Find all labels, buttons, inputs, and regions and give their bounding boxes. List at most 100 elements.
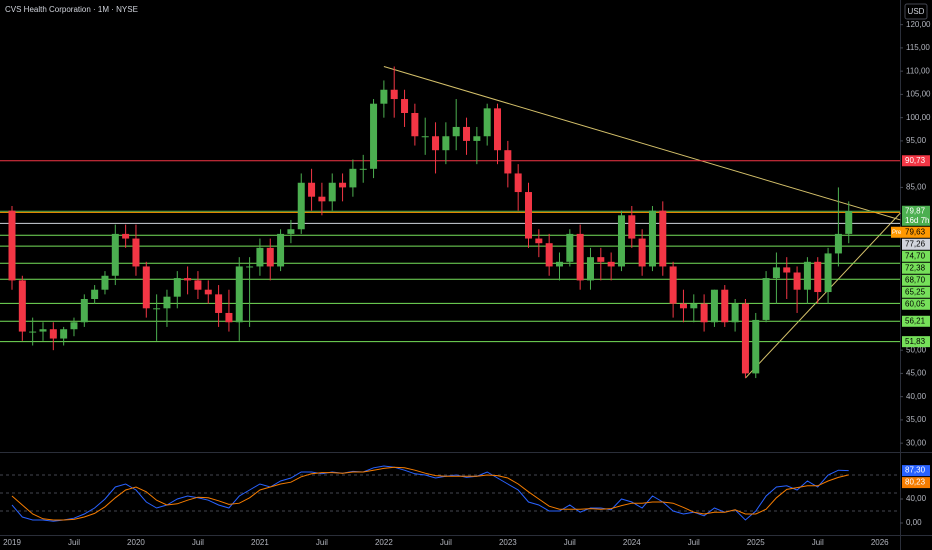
x-tick-label: Juil — [316, 538, 328, 547]
candle-body — [824, 253, 832, 293]
level-label-text: 56,21 — [905, 316, 926, 325]
candle-body — [8, 210, 16, 281]
candle-body — [525, 192, 532, 239]
candle-body — [803, 261, 811, 290]
candle-body — [566, 233, 574, 262]
candle-body — [432, 136, 440, 151]
candle-body — [783, 267, 791, 273]
y-tick-label: 120,00 — [906, 20, 931, 29]
candle-body — [163, 296, 171, 309]
candle-body — [225, 312, 233, 323]
candle-body — [555, 261, 563, 267]
level-label-box — [902, 274, 930, 286]
series-label-box — [902, 477, 930, 489]
candle-body — [628, 215, 636, 239]
candle-body — [80, 299, 88, 323]
level-label: 74,70 — [902, 250, 930, 262]
x-tick-label: 2019 — [3, 538, 21, 547]
y-tick-label: 40,00 — [906, 494, 927, 503]
x-tick-label: 2020 — [127, 538, 145, 547]
level-label-box — [902, 238, 930, 250]
trendline — [745, 212, 901, 379]
candle-body — [308, 182, 316, 197]
currency: USD — [908, 7, 925, 16]
candle-body — [49, 329, 57, 339]
candle-body — [29, 331, 37, 333]
level-label: 56,21 — [902, 315, 930, 327]
candle-body — [669, 266, 677, 304]
candle-body — [710, 289, 718, 323]
level-label-text: 68,70 — [905, 275, 926, 284]
candle-body — [401, 99, 409, 113]
candle-body — [370, 103, 378, 169]
candle-body — [18, 280, 26, 332]
level-label: 60,05 — [902, 298, 930, 310]
candle-body — [246, 266, 254, 268]
y-tick-label: 45,00 — [906, 369, 927, 378]
series-label: 87,30 — [905, 466, 926, 475]
candle-body — [576, 233, 584, 281]
currency-box — [904, 3, 928, 20]
level-label-text: 60,05 — [905, 299, 926, 308]
candle-body — [607, 261, 615, 267]
x-tick-label: Juil — [812, 538, 824, 547]
candle-body — [390, 89, 398, 100]
candle-body — [153, 308, 161, 310]
level-label-box — [902, 286, 930, 298]
candle-body — [772, 267, 780, 279]
candle-body — [266, 247, 274, 267]
candle-body — [173, 278, 181, 297]
candle-body — [256, 247, 264, 267]
candle-body — [648, 210, 656, 267]
candle-body — [297, 182, 305, 230]
y-tick-label: 50,00 — [906, 345, 927, 354]
candle-body — [721, 289, 729, 323]
level-label: 51,83 — [902, 336, 930, 348]
x-tick-label: 2021 — [251, 538, 269, 547]
candle-body — [318, 196, 326, 202]
candle-body — [122, 233, 130, 239]
y-tick-label: 115,00 — [906, 43, 930, 52]
candle-body — [638, 238, 646, 267]
level-label-text: 72,38 — [905, 263, 926, 272]
level-label-box — [902, 205, 930, 226]
candle-body — [204, 289, 212, 295]
candle-body — [349, 168, 357, 188]
candle-body — [545, 243, 553, 267]
x-tick-label: Juil — [688, 538, 700, 547]
chart-title: CVS Health Corporation · 1M · NYSE — [5, 5, 138, 14]
candle-body — [380, 89, 388, 104]
level-label-box — [902, 315, 930, 327]
level-label: 68,70 — [902, 274, 930, 286]
x-tick-label: Juil — [440, 538, 452, 547]
candle-body — [142, 266, 150, 309]
candle-body — [752, 319, 760, 374]
level-tag-box — [891, 226, 902, 238]
candle-body — [442, 136, 450, 151]
level-label: 79,63 — [902, 226, 930, 238]
y-tick-label: 0,00 — [906, 518, 922, 527]
level-label-box — [902, 298, 930, 310]
y-tick-label: 110,00 — [906, 66, 930, 75]
candle-body — [287, 229, 295, 234]
level-note: 16d 7h — [905, 216, 929, 225]
candle-body — [597, 257, 605, 262]
level-label-text: 90,73 — [905, 156, 926, 165]
candle-body — [700, 303, 708, 323]
candle-body — [235, 266, 243, 323]
candle-body — [834, 233, 842, 254]
candle-body — [463, 126, 471, 141]
candle-body — [132, 238, 140, 267]
level-label-text: 74,70 — [905, 251, 926, 260]
level-label: 77,26 — [902, 238, 930, 250]
level-label-text: 79,63 — [905, 227, 926, 236]
level-label-box — [902, 250, 930, 262]
candle-body — [411, 113, 419, 137]
level-label-box — [902, 226, 930, 238]
level-label-box — [902, 155, 930, 167]
series-label: 80,23 — [905, 478, 926, 487]
candle-body — [70, 322, 78, 330]
